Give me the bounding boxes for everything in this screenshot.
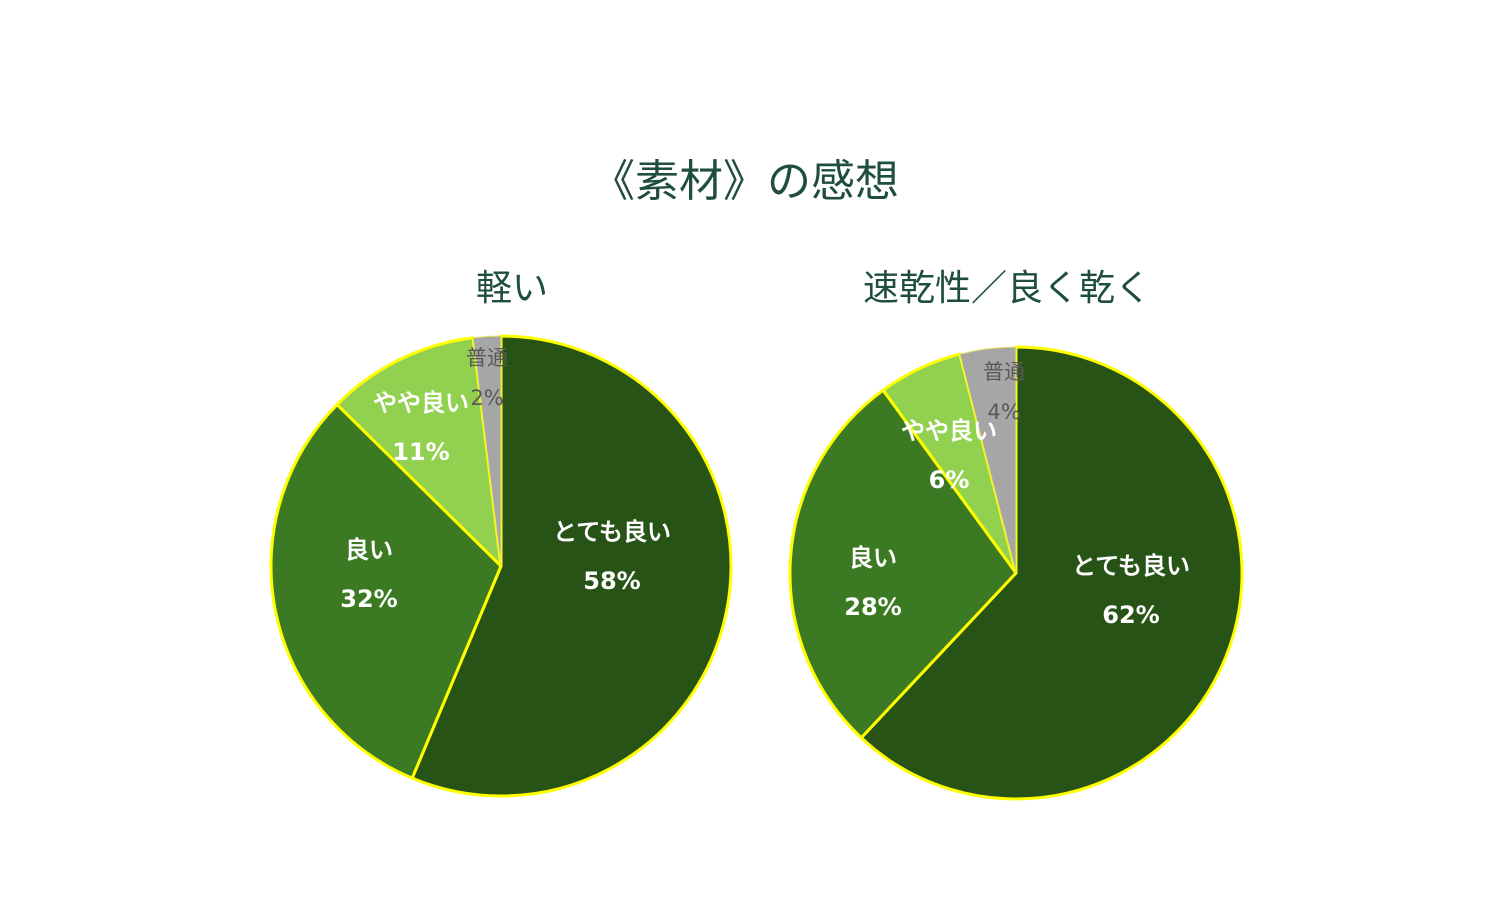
pie-2-slice-2 — [788, 388, 1018, 740]
pie-1-value-label-1: 58% — [583, 567, 640, 595]
pie-2-value-label-4: 4% — [987, 400, 1020, 424]
pie-1-subtitle: 軽い — [476, 268, 548, 309]
pie-1-category-label-1: とても良い — [553, 518, 671, 546]
pie-1-slice-1 — [410, 334, 733, 798]
pie-2-category-label-1: とても良い — [1072, 552, 1190, 580]
pie-2-category-label-4: 普通 — [983, 360, 1025, 384]
pie-2-value-label-2: 28% — [844, 593, 901, 621]
pie-1-category-label-3: やや良い — [373, 389, 469, 417]
pie-1-category-label-4: 普通 — [466, 346, 508, 370]
pie-1-value-label-4: 2% — [470, 386, 503, 410]
pie-1-slice-2 — [269, 403, 503, 780]
pie-2-slice-4 — [959, 346, 1017, 574]
pie-2-subtitle: 速乾性／良く乾く — [863, 268, 1151, 309]
pie-2-slice-1 — [859, 345, 1244, 801]
pie-1-category-label-2: 良い — [345, 536, 393, 564]
pie-1-value-label-2: 32% — [340, 585, 397, 613]
pie-2-value-label-1: 62% — [1102, 601, 1159, 629]
pie-2-category-label-2: 良い — [849, 544, 897, 572]
pie-2-value-label-3: 6% — [929, 466, 970, 494]
chart-title: 《素材》の感想 — [591, 156, 899, 207]
pie-2-category-label-3: やや良い — [901, 417, 997, 445]
pie-1-slice-4 — [472, 335, 502, 567]
pie-1-slice-3 — [335, 336, 503, 568]
pie-1-value-label-3: 11% — [392, 438, 449, 466]
